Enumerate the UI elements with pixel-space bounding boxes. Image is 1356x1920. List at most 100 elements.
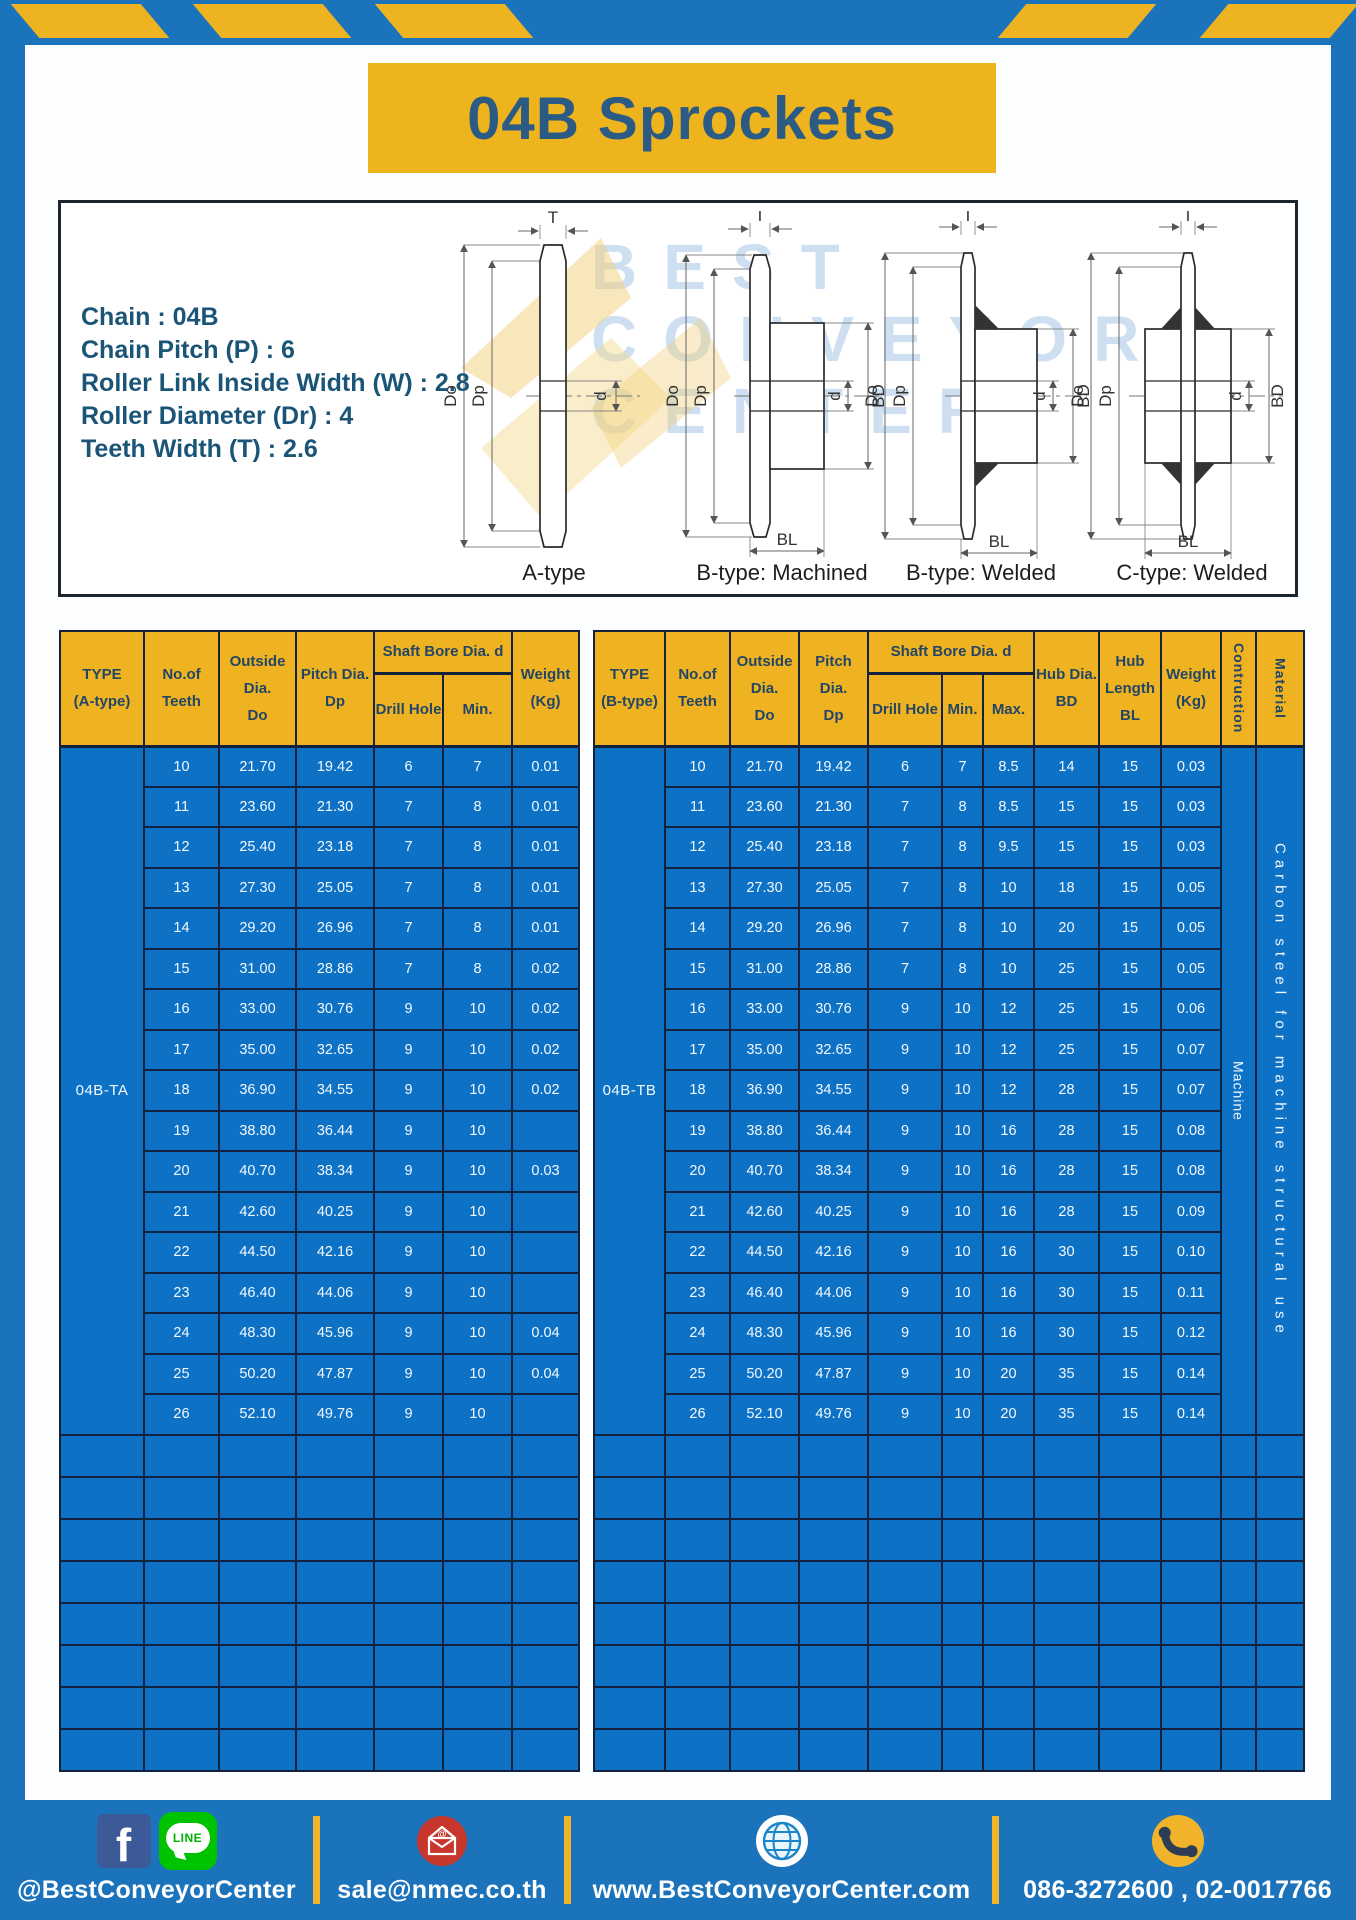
empty-cell	[218, 1559, 297, 1604]
cell: 10	[941, 1109, 984, 1152]
cell: 26	[664, 1393, 731, 1436]
cell: 20	[664, 1150, 731, 1193]
cell: 40.70	[218, 1150, 297, 1193]
empty-cell	[1033, 1559, 1100, 1604]
empty-cell	[1255, 1433, 1305, 1478]
empty-cell	[1033, 1517, 1100, 1562]
empty-cell	[143, 1643, 220, 1688]
cell: 0.04	[511, 1312, 580, 1355]
empty-cell	[593, 1517, 666, 1562]
cell: 6	[867, 745, 943, 788]
table-row: 17 35.00 32.65 9 10 12 25 15 0.07	[594, 1028, 1304, 1071]
empty-cell	[143, 1517, 220, 1562]
diagram-caption-b-machined: B-type: Machined	[696, 560, 868, 585]
empty-cell	[1220, 1601, 1257, 1646]
email-icon: @	[417, 1816, 467, 1866]
cell: 19.42	[295, 745, 375, 788]
cell: 10	[442, 1271, 513, 1314]
cell	[511, 1190, 580, 1233]
cell: 40.70	[729, 1150, 800, 1193]
cell: 38.34	[295, 1150, 375, 1193]
empty-cell	[442, 1685, 513, 1730]
empty-cell	[442, 1559, 513, 1604]
cell: 0.01	[511, 826, 580, 869]
cell: 29.20	[218, 907, 297, 950]
cell: 19	[143, 1109, 220, 1152]
header-row: Drill Hole Min. Max.	[594, 672, 1304, 748]
page-title: 04B Sprockets	[467, 84, 897, 152]
cell: 32.65	[295, 1028, 375, 1071]
cell: 25.40	[218, 826, 297, 869]
hazard-stripe	[1199, 4, 1356, 38]
table-row: 15 31.00 28.86 7 8 10 25 15 0.05	[594, 947, 1304, 990]
cell: 7	[867, 947, 943, 990]
empty-cell	[295, 1517, 375, 1562]
empty-cell	[511, 1433, 580, 1478]
header-pitch-dia: Pitch Dia. Dp	[295, 630, 375, 748]
empty-cell	[1220, 1559, 1257, 1604]
specs-list: Chain : 04B Chain Pitch (P) : 6 Roller Lin…	[81, 301, 470, 466]
empty-cell	[1220, 1475, 1257, 1520]
cell: 9	[867, 1109, 943, 1152]
table-a-head: TYPE (A-type) No.of Teeth Outside Dia. Do P…	[59, 630, 580, 748]
cell: 13	[143, 866, 220, 909]
cell: 10	[442, 1393, 513, 1436]
cell: 19	[664, 1109, 731, 1152]
dim-t-label: T	[548, 211, 558, 227]
table-a-container: TYPE (A-type) No.of Teeth Outside Dia. Do P…	[59, 630, 580, 1772]
diagram-caption-c-welded: C-type: Welded	[1116, 560, 1268, 585]
table-row: 20 40.70 38.34 9 10 0.03	[60, 1150, 580, 1193]
cell: 0.03	[1160, 826, 1222, 869]
cell: 28.86	[798, 947, 869, 990]
table-row: 23 46.40 44.06 9 10	[60, 1271, 580, 1314]
cell: 45.96	[295, 1312, 375, 1355]
cell: 10	[442, 1190, 513, 1233]
cell: 0.04	[511, 1352, 580, 1395]
cell: 45.96	[798, 1312, 869, 1355]
sprocket-diagram-b-machined: T Do Dp d BD BL	[663, 211, 888, 557]
table-row: 11 23.60 21.30 7 8 0.01	[60, 785, 580, 828]
empty-cell	[664, 1475, 731, 1520]
empty-cell	[218, 1643, 297, 1688]
cell: 30	[1033, 1231, 1100, 1274]
empty-row	[593, 1685, 1305, 1730]
table-row: 16 33.00 30.76 9 10 12 25 15 0.06	[594, 988, 1304, 1031]
header-teeth: No.of Teeth	[143, 630, 220, 748]
empty-cell	[1255, 1685, 1305, 1730]
line-icon: LINE	[158, 1812, 217, 1870]
header-max: Max.	[982, 672, 1035, 748]
table-row: 25 50.20 47.87 9 10 20 35 15 0.14	[594, 1352, 1304, 1395]
empty-cell	[593, 1727, 666, 1772]
table-row: 21 42.60 40.25 9 10 16 28 15 0.09	[594, 1190, 1304, 1233]
empty-cell	[941, 1475, 984, 1520]
cell: 16	[143, 988, 220, 1031]
empty-cell	[1098, 1559, 1162, 1604]
empty-cell	[1255, 1559, 1305, 1604]
cell: 10	[941, 1312, 984, 1355]
cell: 46.40	[729, 1271, 800, 1314]
footer: f LINE @BestConveyorCenter @ sale@nmec.c…	[0, 1800, 1356, 1920]
cell: 48.30	[729, 1312, 800, 1355]
empty-cell	[373, 1727, 444, 1772]
cell: 0.03	[511, 1150, 580, 1193]
empty-cell	[798, 1727, 869, 1772]
empty-cell	[511, 1643, 580, 1688]
empty-row	[59, 1643, 580, 1688]
cell: 15	[1098, 1312, 1162, 1355]
cell: 44.06	[798, 1271, 869, 1314]
cell: 10	[442, 1231, 513, 1274]
cell: 10	[941, 1069, 984, 1112]
header-drill-hole: Drill Hole	[867, 672, 943, 748]
dim-t-label: T	[1183, 211, 1193, 225]
cell: 7	[867, 785, 943, 828]
dim-t-label: T	[755, 211, 765, 225]
empty-cell	[664, 1433, 731, 1478]
cell: 9	[867, 1352, 943, 1395]
empty-cell	[373, 1475, 444, 1520]
cell: 9	[867, 1190, 943, 1233]
dim-d-label: d	[591, 391, 610, 400]
cell: 23.18	[295, 826, 375, 869]
cell: 8	[941, 866, 984, 909]
empty-cell	[295, 1559, 375, 1604]
